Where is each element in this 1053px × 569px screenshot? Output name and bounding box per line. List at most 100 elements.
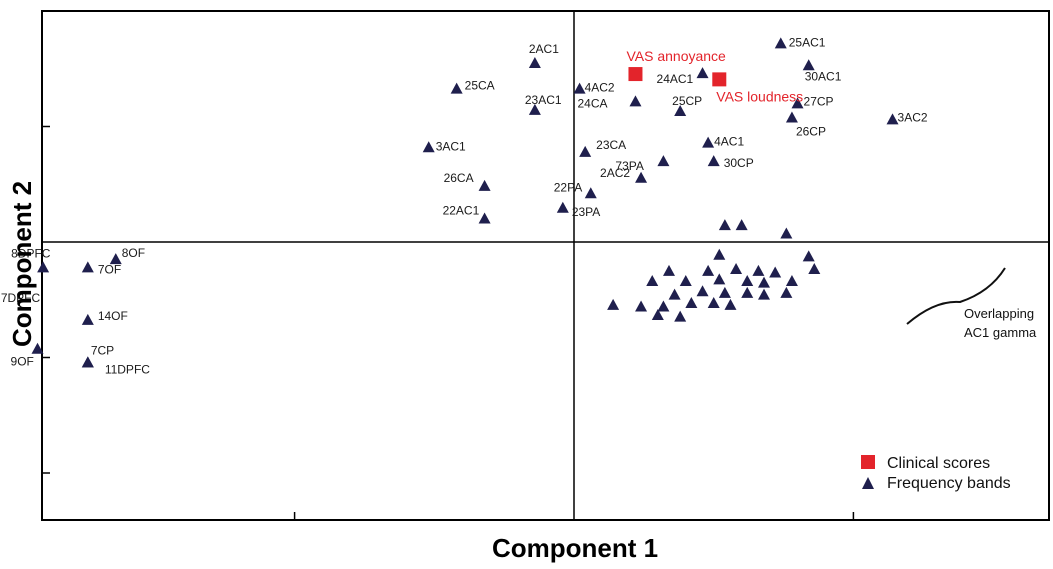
point-bands-26 bbox=[802, 250, 815, 262]
label-vas-loudness: VAS loudness bbox=[716, 88, 803, 104]
point-bands-31 bbox=[769, 266, 782, 278]
point-2ac1 bbox=[528, 56, 541, 68]
point-4ac2 bbox=[573, 82, 586, 94]
point-73pa bbox=[657, 155, 670, 167]
point-22pa bbox=[584, 187, 597, 199]
data-points bbox=[31, 37, 899, 368]
point-bands-45 bbox=[607, 298, 620, 310]
point-bands-44 bbox=[780, 286, 793, 298]
label-4ac1: 4AC1 bbox=[714, 135, 744, 149]
point-bands-51 bbox=[651, 308, 664, 320]
point-14of bbox=[81, 313, 94, 325]
point-bands-39 bbox=[668, 288, 681, 300]
label-11dpfc: 11DPFC bbox=[105, 362, 150, 376]
label-23ca: 23CA bbox=[596, 138, 626, 152]
point-bands-42 bbox=[741, 286, 754, 298]
label-vas-annoyance: VAS annoyance bbox=[626, 48, 726, 64]
point-8dpfc bbox=[37, 261, 50, 273]
label-2ac2: 2AC2 bbox=[600, 166, 630, 180]
label-22pa: 22PA bbox=[554, 180, 582, 194]
point-3ac1 bbox=[422, 141, 435, 153]
label-26cp: 26CP bbox=[796, 124, 826, 138]
point-bands-30 bbox=[752, 264, 765, 276]
legend-clinical-marker bbox=[861, 455, 875, 469]
point-4ac1 bbox=[702, 136, 715, 148]
point-23pa bbox=[556, 201, 569, 213]
plot-frame bbox=[41, 10, 1050, 521]
point-30ac1 bbox=[802, 59, 815, 71]
point-9of bbox=[31, 342, 44, 354]
point-bands-49 bbox=[707, 296, 720, 308]
legend-bands-label: Frequency bands bbox=[887, 475, 1011, 492]
label-26ca: 26CA bbox=[444, 171, 474, 185]
point-bands-22 bbox=[718, 219, 731, 231]
label-30ac1: 30AC1 bbox=[805, 69, 842, 83]
point-23ca bbox=[579, 145, 592, 157]
label-9of: 9OF bbox=[11, 355, 34, 369]
point-bands-46 bbox=[635, 300, 648, 312]
label-22ac1: 22AC1 bbox=[443, 203, 480, 217]
point-25ca bbox=[450, 82, 463, 94]
label-25ca: 25CA bbox=[465, 79, 495, 93]
legend-bands-marker bbox=[862, 477, 874, 489]
point-bands-40 bbox=[696, 285, 709, 297]
annotation-line-2: AC1 gamma bbox=[964, 325, 1037, 340]
point-25ac1 bbox=[774, 37, 787, 49]
point-bands-36 bbox=[741, 275, 754, 287]
label-30cp: 30CP bbox=[724, 156, 754, 170]
label-7cp: 7CP bbox=[91, 343, 114, 357]
point-bands-35 bbox=[713, 273, 726, 285]
point-bands-32 bbox=[808, 263, 821, 275]
x-axis-title: Component 1 bbox=[492, 533, 658, 563]
point-26cp bbox=[785, 111, 798, 123]
legend-clinical-label: Clinical scores bbox=[887, 455, 990, 472]
point-vas-annoyance bbox=[628, 67, 643, 82]
point-30cp bbox=[707, 155, 720, 167]
point-11dpfc bbox=[81, 356, 94, 368]
label-23ac1: 23AC1 bbox=[525, 93, 562, 107]
point-bands-34 bbox=[679, 275, 692, 287]
label-24ac1: 24AC1 bbox=[657, 72, 694, 86]
point-24ac1 bbox=[696, 67, 709, 79]
point-27cp bbox=[791, 97, 804, 109]
point-25cp bbox=[674, 105, 687, 117]
point-bands-25 bbox=[713, 248, 726, 260]
point-bands-24 bbox=[780, 227, 793, 239]
point-bands-52 bbox=[674, 310, 687, 322]
point-bands-48 bbox=[685, 296, 698, 308]
label-25cp: 25CP bbox=[672, 94, 702, 108]
legend: Clinical scores Frequency bands bbox=[861, 455, 1011, 492]
point-bands-50 bbox=[724, 298, 737, 310]
point-labels: VAS annoyance VAS loudness 25AC1 2AC1 24AC1 3… bbox=[1, 35, 928, 376]
label-3ac1: 3AC1 bbox=[436, 139, 466, 153]
point-3ac2 bbox=[886, 113, 899, 125]
point-2ac2 bbox=[635, 171, 648, 183]
point-8of bbox=[109, 253, 122, 265]
label-27cp: 27CP bbox=[804, 94, 834, 108]
point-23ac1 bbox=[528, 103, 541, 115]
label-14of: 14OF bbox=[98, 309, 128, 323]
label-8dpfc: 8DPFC bbox=[11, 246, 51, 260]
point-7of bbox=[81, 261, 94, 273]
label-3ac2: 3AC2 bbox=[898, 110, 928, 124]
point-bands-23 bbox=[735, 219, 748, 231]
label-23pa: 23PA bbox=[572, 205, 600, 219]
label-73pa: 73PA bbox=[615, 159, 643, 173]
annotation-line-1: Overlapping bbox=[964, 306, 1034, 321]
point-bands-38 bbox=[785, 275, 798, 287]
y-axis-title: Component 2 bbox=[7, 181, 37, 347]
label-7dpfc: 7DPFC bbox=[1, 291, 41, 305]
point-bands-43 bbox=[758, 288, 770, 300]
point-26ca bbox=[478, 179, 491, 191]
label-2ac1: 2AC1 bbox=[529, 42, 559, 56]
label-24ca: 24CA bbox=[577, 96, 607, 110]
overlapping-annotation: Overlapping AC1 gamma bbox=[906, 267, 1037, 340]
point-bands-37 bbox=[758, 276, 770, 288]
point-bands-28 bbox=[702, 264, 715, 276]
label-8of: 8OF bbox=[122, 246, 145, 260]
label-7of: 7OF bbox=[98, 262, 121, 276]
point-bands-27 bbox=[663, 264, 675, 276]
label-4ac2: 4AC2 bbox=[585, 81, 615, 95]
plot-border bbox=[41, 10, 1050, 521]
